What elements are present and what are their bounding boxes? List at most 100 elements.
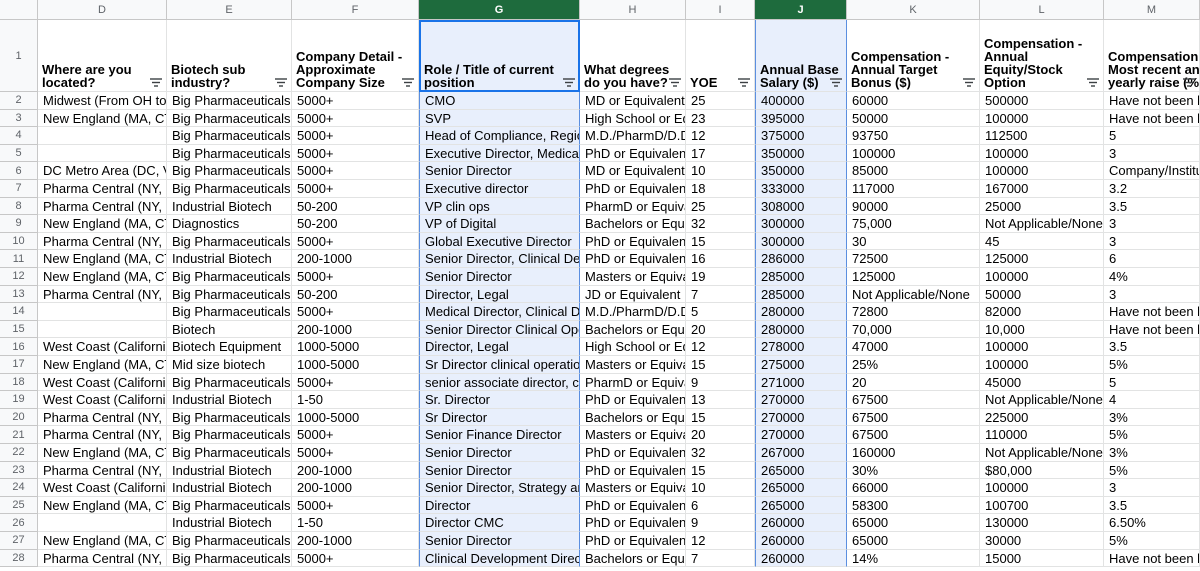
cell[interactable]: 30% <box>847 461 980 480</box>
cell[interactable]: Big Pharmaceuticals <box>167 162 292 180</box>
row-number[interactable]: 15 <box>0 320 38 339</box>
cell[interactable]: 58300 <box>847 496 980 515</box>
cell[interactable]: West Coast (California & <box>38 373 167 392</box>
cell[interactable]: New England (MA, CT, R <box>38 532 167 550</box>
cell[interactable]: 200-1000 <box>292 461 419 480</box>
cell[interactable]: PhD or Equivalent <box>580 461 686 480</box>
cell[interactable]: 50-200 <box>292 197 419 216</box>
cell[interactable]: 72500 <box>847 250 980 268</box>
cell[interactable]: Biotech Equipment <box>167 338 292 356</box>
cell[interactable]: 375000 <box>755 127 847 145</box>
cell[interactable]: Pharma Central (NY, NJ, <box>38 408 167 427</box>
cell[interactable]: JD or Equivalent <box>580 285 686 304</box>
row-number[interactable]: 28 <box>0 549 38 568</box>
cell[interactable]: Sr Director clinical operations <box>419 356 580 374</box>
cell[interactable]: senior associate director, clinical <box>419 373 580 392</box>
cell[interactable]: 75,000 <box>847 215 980 233</box>
cell[interactable]: 308000 <box>755 197 847 216</box>
cell[interactable]: Bachelors or Equival <box>580 408 686 427</box>
cell[interactable]: Industrial Biotech <box>167 391 292 409</box>
cell[interactable]: Industrial Biotech <box>167 197 292 216</box>
cell[interactable]: Global Executive Director <box>419 232 580 251</box>
cell[interactable]: MD or Equivalent <box>580 92 686 110</box>
cell[interactable]: Big Pharmaceuticals <box>167 109 292 128</box>
cell[interactable]: 5000+ <box>292 232 419 251</box>
cell[interactable]: 1-50 <box>292 391 419 409</box>
cell[interactable]: Biotech <box>167 320 292 339</box>
cell[interactable]: 5000+ <box>292 426 419 444</box>
cell[interactable]: 1000-5000 <box>292 338 419 356</box>
header-cell[interactable]: What degrees do you have? <box>580 20 686 92</box>
cell[interactable]: 15 <box>686 408 755 427</box>
cell[interactable]: Big Pharmaceuticals <box>167 426 292 444</box>
cell[interactable]: New England (MA, CT, R <box>38 356 167 374</box>
cell[interactable]: Pharma Central (NY, NJ, <box>38 426 167 444</box>
cell[interactable]: 67500 <box>847 391 980 409</box>
column-letter[interactable]: D <box>38 0 167 20</box>
cell[interactable]: Big Pharmaceuticals <box>167 303 292 321</box>
cell[interactable]: Executive director <box>419 180 580 198</box>
cell[interactable]: 271000 <box>755 373 847 392</box>
cell[interactable]: 47000 <box>847 338 980 356</box>
cell[interactable]: 10,000 <box>980 320 1104 339</box>
row-number[interactable]: 1 <box>0 20 38 92</box>
cell[interactable]: 5000+ <box>292 144 419 163</box>
cell[interactable]: 25 <box>686 92 755 110</box>
cell[interactable]: Bachelors or Equival <box>580 320 686 339</box>
cell[interactable]: Big Pharmaceuticals <box>167 532 292 550</box>
cell[interactable]: New England (MA, CT, R <box>38 444 167 462</box>
cell[interactable]: 6 <box>686 496 755 515</box>
cell[interactable]: 12 <box>686 338 755 356</box>
cell[interactable]: New England (MA, CT, R <box>38 496 167 515</box>
cell[interactable]: Big Pharmaceuticals <box>167 232 292 251</box>
cell[interactable]: 15 <box>686 232 755 251</box>
cell[interactable]: 20 <box>686 320 755 339</box>
header-cell[interactable]: YOE <box>686 20 755 92</box>
cell[interactable]: PharmD or Equivaler <box>580 197 686 216</box>
cell[interactable]: 82000 <box>980 303 1104 321</box>
cell[interactable]: 160000 <box>847 444 980 462</box>
cell[interactable]: 10 <box>686 479 755 497</box>
cell[interactable]: 1000-5000 <box>292 408 419 427</box>
cell[interactable]: Sr. Director <box>419 391 580 409</box>
cell[interactable]: Director <box>419 496 580 515</box>
cell[interactable]: $80,000 <box>980 461 1104 480</box>
column-letter[interactable]: M <box>1104 0 1200 20</box>
cell[interactable]: 67500 <box>847 426 980 444</box>
cell[interactable]: Not Applicable/None <box>980 215 1104 233</box>
row-number[interactable]: 20 <box>0 408 38 427</box>
cell[interactable]: Mid size biotech <box>167 356 292 374</box>
cell[interactable]: 270000 <box>755 426 847 444</box>
cell[interactable]: 14% <box>847 549 980 568</box>
cell[interactable]: 400000 <box>755 92 847 110</box>
cell[interactable]: 32 <box>686 444 755 462</box>
cell[interactable]: Company/Institu <box>1104 162 1200 180</box>
cell[interactable]: Clinical Development Director <box>419 549 580 568</box>
cell[interactable]: 20 <box>847 373 980 392</box>
header-cell[interactable]: Compensation - Annual Target Bonus ($) <box>847 20 980 92</box>
cell[interactable]: Medical Director, Clinical Develo <box>419 303 580 321</box>
cell[interactable]: 270000 <box>755 391 847 409</box>
cell[interactable]: 3% <box>1104 444 1200 462</box>
filter-icon[interactable] <box>563 78 575 87</box>
cell[interactable]: Big Pharmaceuticals <box>167 92 292 110</box>
cell[interactable]: 25% <box>847 356 980 374</box>
cell[interactable]: 500000 <box>980 92 1104 110</box>
cell[interactable]: 286000 <box>755 250 847 268</box>
cell[interactable]: High School or Equiv <box>580 338 686 356</box>
header-cell[interactable]: Company Detail - Approximate Company Size <box>292 20 419 92</box>
row-number[interactable]: 22 <box>0 444 38 462</box>
cell[interactable]: 5000+ <box>292 92 419 110</box>
cell[interactable]: Industrial Biotech <box>167 514 292 532</box>
cell[interactable]: West Coast (California & <box>38 338 167 356</box>
cell[interactable]: Executive Director, Medical Affai <box>419 144 580 163</box>
cell[interactable]: 12 <box>686 532 755 550</box>
cell[interactable]: 1000-5000 <box>292 356 419 374</box>
row-number[interactable]: 4 <box>0 127 38 145</box>
cell[interactable]: New England (MA, CT, R <box>38 250 167 268</box>
cell[interactable]: 20 <box>686 426 755 444</box>
cell[interactable]: Diagnostics <box>167 215 292 233</box>
cell[interactable]: Senior Director Clinical Operatio <box>419 320 580 339</box>
cell[interactable]: 117000 <box>847 180 980 198</box>
cell[interactable]: 5% <box>1104 461 1200 480</box>
